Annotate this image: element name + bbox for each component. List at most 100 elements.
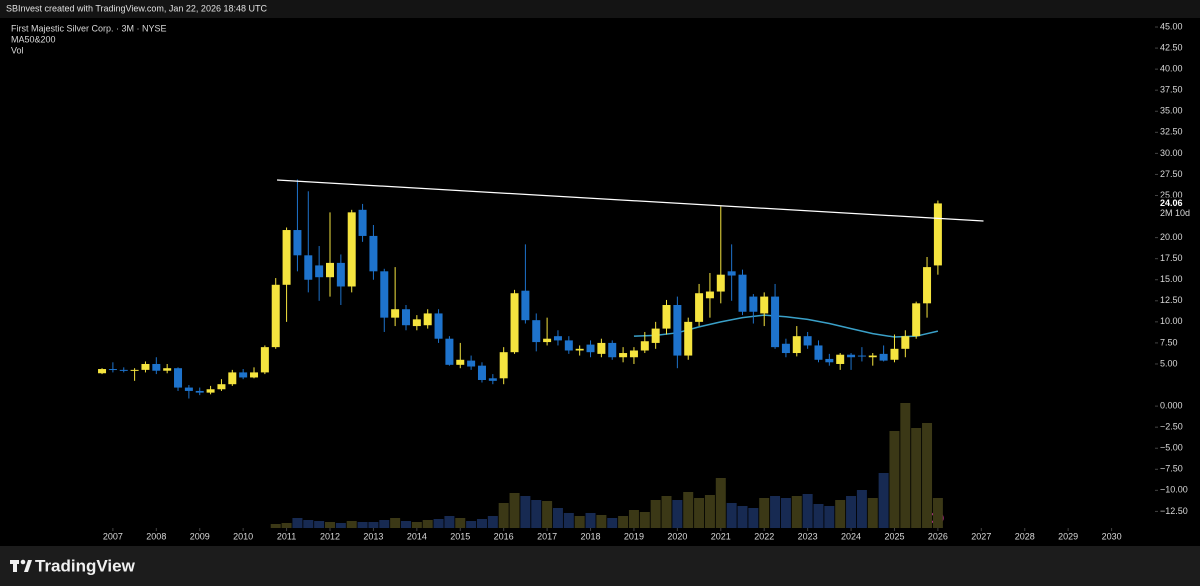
y-tick-label: 5.00 [1160,358,1178,368]
candle-body [228,372,237,385]
x-tick-label: 2029 [1058,531,1078,541]
x-tick-label: 2010 [233,531,253,541]
volume-bar [585,513,596,528]
x-tick-label: 2009 [190,531,210,541]
candle-body [510,293,519,353]
candle-body [195,390,204,393]
volume-bar [900,403,911,528]
volume-bar [335,523,346,528]
candle-body [336,262,345,287]
candle-body [250,372,259,378]
candle-body [239,372,248,378]
volume-bar [455,518,466,528]
volume-bar [607,518,618,528]
volume-bar [498,503,509,528]
volume-bar [683,492,694,528]
candle-body [651,328,660,343]
volume-bar [411,522,422,528]
candle-body [912,303,921,337]
volume-bar [346,521,357,528]
y-tick-label: 12.50 [1160,295,1183,305]
y-tick-label: 0.000 [1160,400,1183,410]
candle-body [597,342,606,354]
candle-body [857,355,866,357]
candle-body [553,336,562,341]
volume-bar [639,512,650,528]
volume-bar [856,490,867,528]
candle-body [412,319,421,327]
volume-bar [770,496,781,528]
candle-body [369,235,378,272]
brand-logo [10,559,32,572]
candle-body [705,291,714,299]
price-label-box [1156,197,1200,222]
candle-body [380,271,389,318]
volume-bar [303,520,314,528]
candle-body [206,389,215,393]
candle-body [923,267,932,304]
y-tick-label: 37.50 [1160,85,1183,95]
candle-body [467,360,476,367]
volume-bar [531,500,542,528]
candle-body [792,336,801,354]
candle-body [890,348,899,360]
candle-body [477,365,486,380]
x-tick-label: 2017 [537,531,557,541]
candle-body [662,305,671,329]
y-tick-label: 15.00 [1160,274,1183,284]
volume-bar [824,506,835,528]
candle-body [640,341,649,351]
volume-bar [932,498,943,528]
volume-bar [563,513,574,528]
x-tick-label: 2016 [494,531,514,541]
candle-body [445,338,454,365]
y-tick-label: 27.50 [1160,169,1183,179]
volume-bar [791,496,802,528]
candle-body [771,296,780,348]
candle-body [836,354,845,364]
volume-bar [672,500,683,528]
candle-body [108,369,117,371]
volume-bar [390,518,401,528]
volume-bar [379,520,390,528]
candle-body [401,309,410,326]
candle-body [716,274,725,292]
volume-bar [802,494,813,528]
candle-body [434,313,443,339]
volume-bar [422,520,433,528]
candle-body [738,274,747,312]
y-tick-label: −5.00 [1160,443,1183,453]
volume-bar [400,521,411,528]
candle-body [282,230,291,285]
volume-bar [466,521,477,528]
last-price-label: 24.06 [1160,198,1183,208]
candle-body [271,284,280,348]
y-tick-label: 7.50 [1160,337,1178,347]
x-tick-label: 2020 [667,531,687,541]
y-tick-label: −7.50 [1160,464,1183,474]
volume-bar [846,496,857,528]
volume-bar [542,501,553,528]
candle-body [163,368,172,371]
candle-body [456,359,465,365]
volume-bar [574,516,585,528]
volume-bar [292,518,303,528]
volume-bar [487,516,498,528]
volume-bar [694,498,705,528]
candle-body [901,336,910,349]
volume-bar [281,523,292,528]
candle-body [347,212,356,287]
y-tick-label: 35.00 [1160,106,1183,116]
volume-bar [759,498,770,528]
y-tick-label: 32.50 [1160,127,1183,137]
candle-body [130,369,139,371]
x-tick-label: 2008 [146,531,166,541]
x-tick-label: 2022 [754,531,774,541]
x-tick-label: 2014 [407,531,427,541]
x-tick-label: 2011 [277,531,296,541]
candle-body [760,296,769,314]
candle-body [315,265,324,278]
y-tick-label: 42.50 [1160,42,1183,52]
